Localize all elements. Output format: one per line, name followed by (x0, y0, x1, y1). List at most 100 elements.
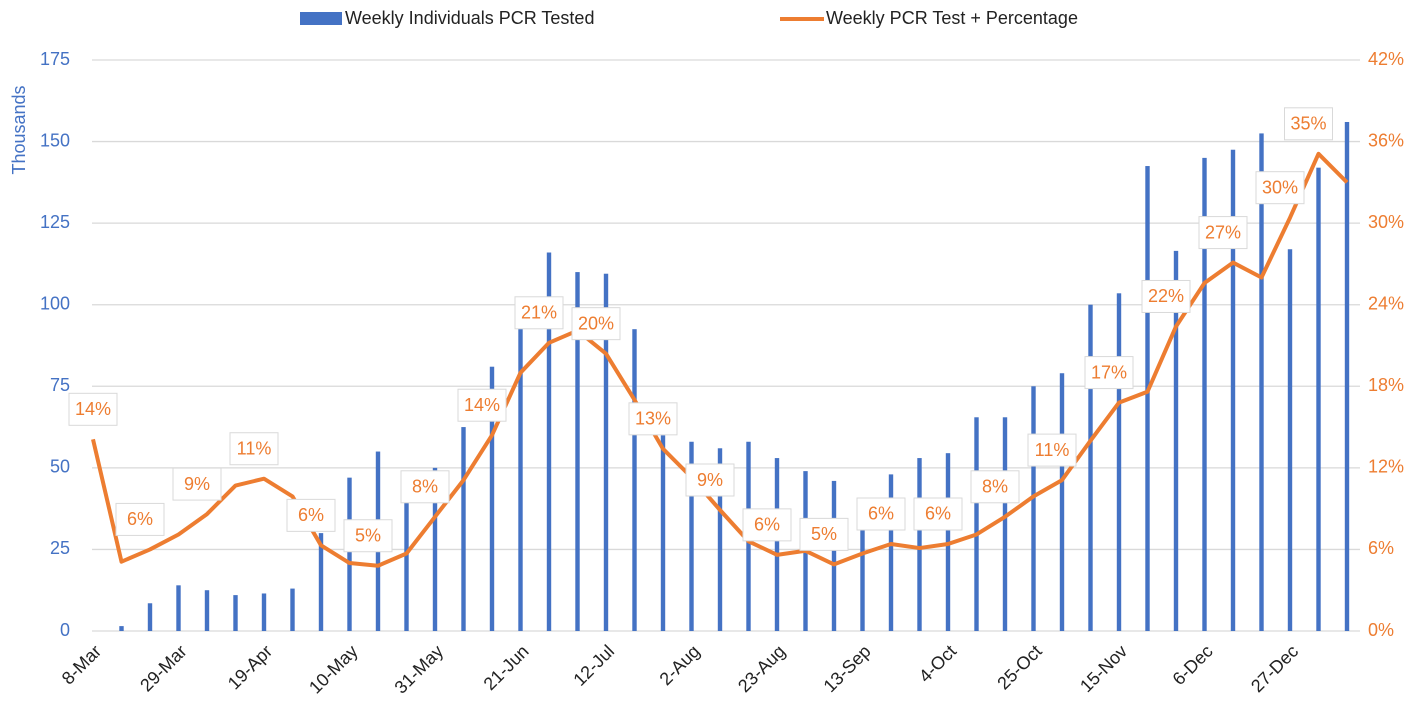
data-label-box (913, 497, 963, 531)
bar (432, 467, 438, 631)
data-label: 13% (635, 409, 671, 429)
data-label: 6% (127, 509, 153, 529)
data-label-box (742, 508, 792, 542)
data-label-group: 20% (571, 307, 621, 341)
data-label: 6% (925, 504, 951, 524)
bar (261, 593, 267, 631)
data-label-group: 14% (457, 388, 507, 422)
data-label: 5% (811, 524, 837, 544)
x-tick-label: 15-Nov (1076, 641, 1131, 696)
x-tick-label: 25-Oct (993, 641, 1045, 693)
data-label-box (799, 517, 849, 551)
data-label-box (286, 498, 336, 532)
data-label-group: 17% (1084, 356, 1134, 390)
bar (717, 448, 723, 631)
bar (1059, 373, 1065, 631)
data-label-group: 6% (856, 497, 906, 531)
data-label-group: 11% (229, 432, 279, 466)
bar (1116, 293, 1122, 631)
x-tick-label: 8-Mar (58, 641, 105, 688)
data-label-group: 35% (1284, 107, 1333, 141)
bar (1031, 386, 1036, 631)
bar (831, 480, 837, 631)
data-label-group: 9% (685, 463, 735, 497)
x-tick-label: 10-May (305, 641, 362, 698)
data-label: 35% (1290, 114, 1326, 134)
data-label-box (1284, 107, 1333, 141)
data-label-group: 8% (970, 470, 1020, 504)
y-tick-label: 25 (50, 538, 70, 558)
y-tick-label: 175 (40, 49, 70, 69)
data-label-group: 6% (913, 497, 963, 531)
data-label-group: 9% (172, 467, 222, 501)
data-label-box (514, 296, 564, 330)
data-label: 30% (1262, 177, 1298, 197)
bar (774, 458, 780, 631)
legend-swatch (300, 12, 342, 25)
bar (860, 507, 865, 631)
bar (1202, 157, 1207, 631)
y2-tick-label: 42% (1368, 49, 1404, 69)
data-label-group: 13% (628, 402, 678, 436)
x-tick-label: 4-Oct (915, 641, 960, 686)
x-tick-label: 23-Aug (734, 641, 789, 696)
data-label: 22% (1148, 286, 1184, 306)
data-label: 21% (521, 303, 557, 323)
data-label-group: 6% (742, 508, 792, 542)
bar (204, 590, 210, 631)
data-label: 6% (754, 515, 780, 535)
data-label-box (1027, 433, 1077, 467)
bar (546, 252, 552, 631)
bar (1230, 149, 1236, 631)
y2-tick-label: 12% (1368, 457, 1404, 477)
y-axis-title: Thousands (9, 85, 29, 174)
x-tick-label: 29-Mar (136, 641, 190, 695)
data-label-box (400, 470, 450, 504)
data-label: 14% (464, 395, 500, 415)
bar (1287, 249, 1293, 631)
y2-tick-label: 6% (1368, 538, 1394, 558)
x-tick-label: 31-May (391, 641, 448, 698)
data-label-box (229, 432, 279, 466)
bar (917, 458, 922, 631)
data-label-box (856, 497, 906, 531)
bar (1344, 121, 1350, 631)
y-tick-label: 75 (50, 375, 70, 395)
x-tick-label: 2-Aug (656, 641, 704, 689)
data-label-box (1084, 356, 1134, 390)
y2-tick-label: 18% (1368, 375, 1404, 395)
data-label-group: 6% (115, 502, 165, 536)
data-label: 8% (412, 477, 438, 497)
data-label-group: 27% (1198, 216, 1248, 250)
data-label: 5% (355, 525, 381, 545)
data-label-group: 22% (1141, 279, 1191, 313)
bar (603, 273, 609, 631)
data-label: 20% (578, 313, 614, 333)
data-label-box (68, 392, 118, 426)
data-label: 8% (982, 477, 1008, 497)
data-label-group: 14% (68, 392, 118, 426)
x-tick-label: 27-Dec (1247, 641, 1302, 696)
bar (489, 366, 495, 631)
bar (318, 533, 324, 631)
bar (1002, 417, 1008, 631)
data-label-box (685, 463, 735, 497)
data-label-group: 6% (286, 498, 336, 532)
data-label-box (1255, 171, 1305, 205)
data-label: 6% (298, 505, 324, 525)
data-label: 11% (1035, 440, 1070, 460)
bar (974, 417, 979, 631)
bar (1259, 133, 1264, 631)
data-label-group: 5% (343, 519, 393, 553)
data-label: 27% (1205, 222, 1241, 242)
data-label-box (571, 307, 621, 341)
x-tick-label: 21-Jun (480, 641, 533, 694)
y2-tick-label: 30% (1368, 212, 1404, 232)
x-tick-label: 19-Apr (224, 641, 276, 693)
y-tick-label: 150 (40, 130, 70, 150)
bar (176, 585, 181, 631)
data-label: 6% (868, 504, 894, 524)
data-label-box (115, 502, 165, 536)
data-label: 14% (75, 399, 111, 419)
